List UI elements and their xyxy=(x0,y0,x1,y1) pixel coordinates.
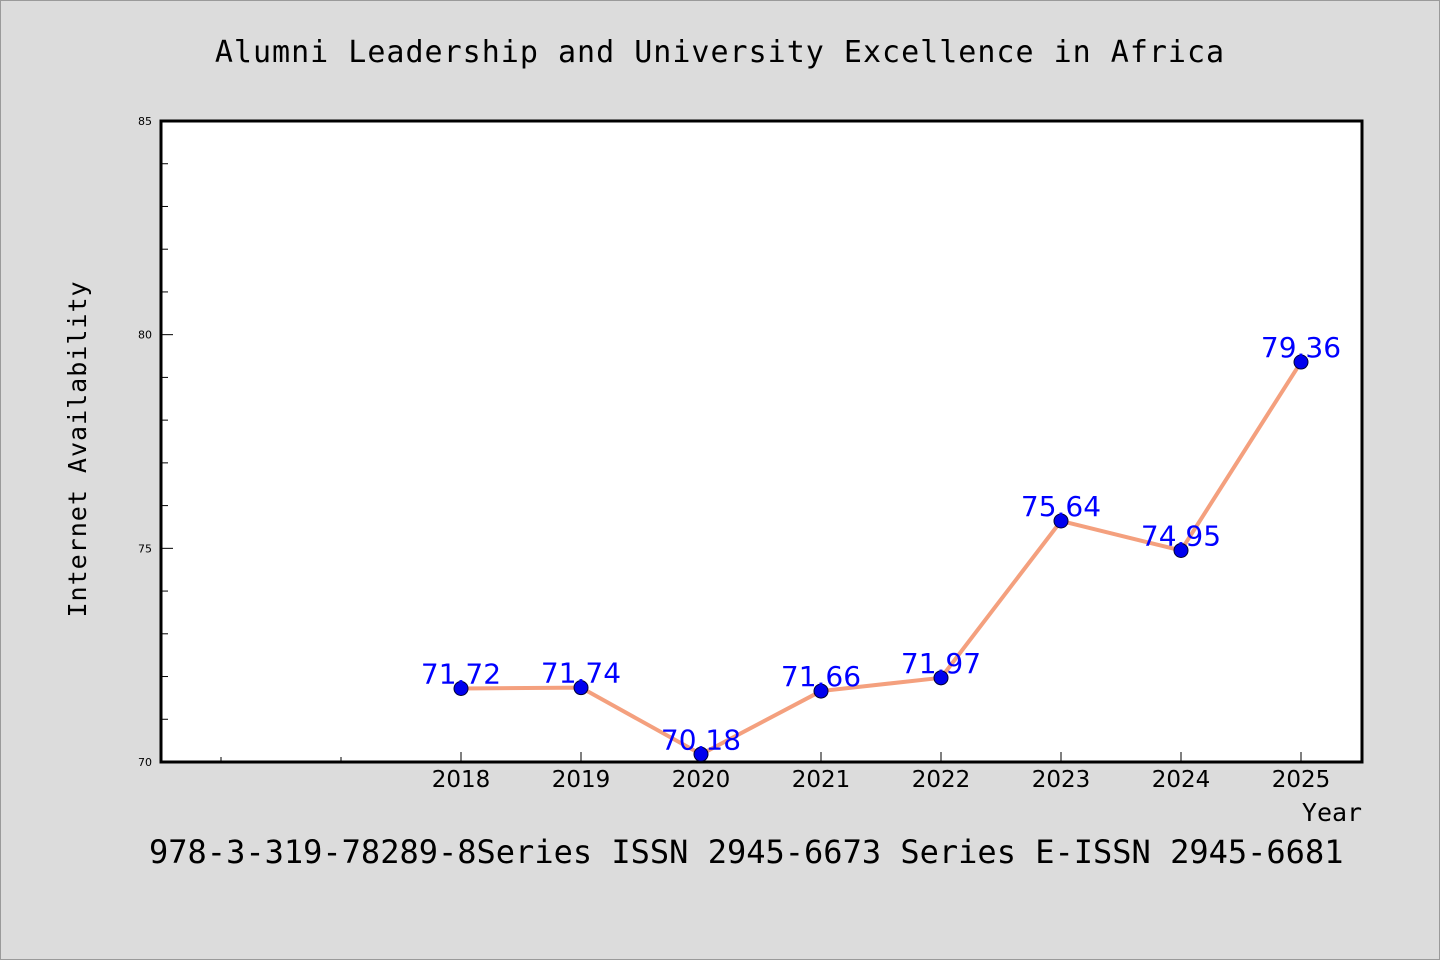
data-label: 74.95 xyxy=(1141,519,1221,552)
data-point xyxy=(453,680,469,696)
footer-isbn-text: 978-3-319-78289-8Series ISSN 2945-6673 S… xyxy=(149,833,1344,871)
series-line xyxy=(459,360,1303,757)
y-tick-label: 80 xyxy=(138,329,152,342)
axes: 70 75 80 85 2018 2019 2020 2021 2022 2023 2024 2025 xyxy=(138,115,1330,793)
x-tick-label: 2025 xyxy=(1272,767,1331,793)
data-point xyxy=(1173,542,1189,558)
data-label: 71.66 xyxy=(781,660,861,693)
data-point xyxy=(1053,513,1069,529)
data-point xyxy=(1293,354,1309,370)
y-tick-label: 75 xyxy=(138,542,152,555)
data-point xyxy=(933,670,949,686)
y-axis-label: Internet Availability xyxy=(63,280,92,617)
x-tick-label: 2021 xyxy=(792,767,851,793)
x-tick-label: 2018 xyxy=(432,767,491,793)
data-label: 79.36 xyxy=(1261,331,1341,364)
data-point xyxy=(693,746,709,762)
data-label: 70.18 xyxy=(661,723,741,756)
series-layer: 71.72 71.74 70.18 71.66 71.97 75.64 74.95 79.36 xyxy=(421,331,1341,762)
x-tick-label: 2024 xyxy=(1152,767,1211,793)
y-tick-label: 85 xyxy=(138,115,152,128)
y-tick-label: 70 xyxy=(138,756,152,769)
x-tick-label: 2023 xyxy=(1032,767,1091,793)
x-axis-label: Year xyxy=(1302,798,1362,827)
plot-area xyxy=(159,119,1364,764)
x-tick-label: 2019 xyxy=(552,767,611,793)
data-point xyxy=(813,683,829,699)
chart-title: Alumni Leadership and University Excelle… xyxy=(214,35,1226,70)
data-label: 75.64 xyxy=(1021,490,1101,523)
data-label: 71.74 xyxy=(541,657,621,690)
data-label: 71.97 xyxy=(901,647,981,680)
x-tick-label: 2020 xyxy=(672,767,731,793)
data-label: 71.72 xyxy=(421,657,501,690)
x-tick-label: 2022 xyxy=(912,767,971,793)
data-point xyxy=(573,680,589,696)
